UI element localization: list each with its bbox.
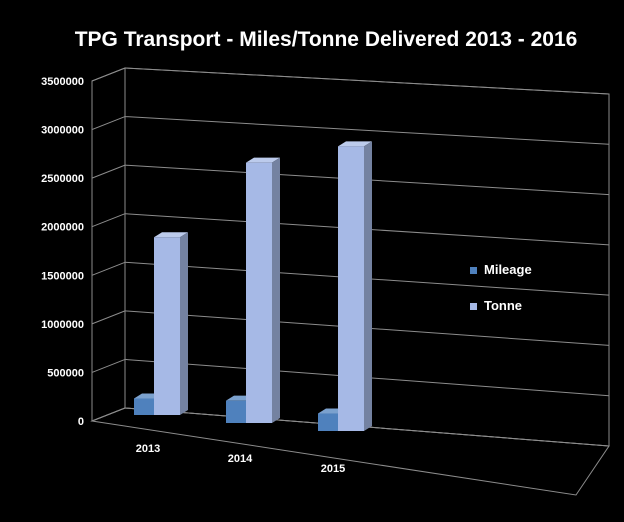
bar-side-tonne-2014 [272, 157, 280, 423]
bars [134, 141, 372, 431]
y-tick-label: 1000000 [41, 319, 84, 331]
gridline-side [91, 67, 126, 82]
y-tick-label: 0 [78, 416, 84, 428]
y-tick-label: 3500000 [41, 76, 84, 88]
legend-label-tonne: Tonne [484, 298, 522, 313]
bar-mileage-2013 [134, 398, 160, 415]
bar-tonne-2015 [338, 146, 364, 431]
bar-side-tonne-2013 [180, 232, 188, 415]
bar-mileage-2014 [226, 400, 252, 423]
bar-tonne-2014 [246, 162, 272, 423]
y-tick-label: 500000 [47, 367, 84, 379]
x-tick-label: 2015 [321, 463, 345, 475]
y-tick-label: 2500000 [41, 173, 84, 185]
x-tick-label: 2014 [228, 453, 253, 465]
gridline-side [91, 116, 126, 131]
gridline-side [91, 261, 126, 276]
chart-title: TPG Transport - Miles/Tonne Delivered 20… [75, 28, 578, 51]
legend-label-mileage: Mileage [484, 262, 532, 277]
gridline [124, 67, 610, 95]
x-axis-tick-labels: 2013 2014 2015 [136, 443, 345, 475]
gridline [124, 116, 610, 145]
gridline-side [91, 358, 126, 373]
y-axis-tick-labels: 0 500000 1000000 1500000 2000000 2500000 30000… [41, 76, 84, 428]
y-tick-label: 3000000 [41, 125, 84, 137]
legend: Mileage Tonne [470, 262, 532, 313]
gridline-side [91, 310, 126, 325]
y-tick-label: 1500000 [41, 270, 84, 282]
bar-side-tonne-2015 [364, 141, 372, 431]
bar-mileage-2015 [318, 413, 344, 431]
y-tick-label: 2000000 [41, 222, 84, 234]
bar-top-tonne-2013 [154, 232, 188, 238]
gridline-side [91, 164, 126, 179]
legend-swatch-tonne [470, 303, 477, 310]
x-tick-label: 2013 [136, 443, 160, 455]
bar-top-tonne-2015 [338, 141, 372, 147]
legend-swatch-mileage [470, 267, 477, 274]
gridline-side [91, 213, 126, 228]
gridline-side [91, 407, 126, 422]
bar-tonne-2013 [154, 237, 180, 415]
bar-top-tonne-2014 [246, 157, 280, 163]
